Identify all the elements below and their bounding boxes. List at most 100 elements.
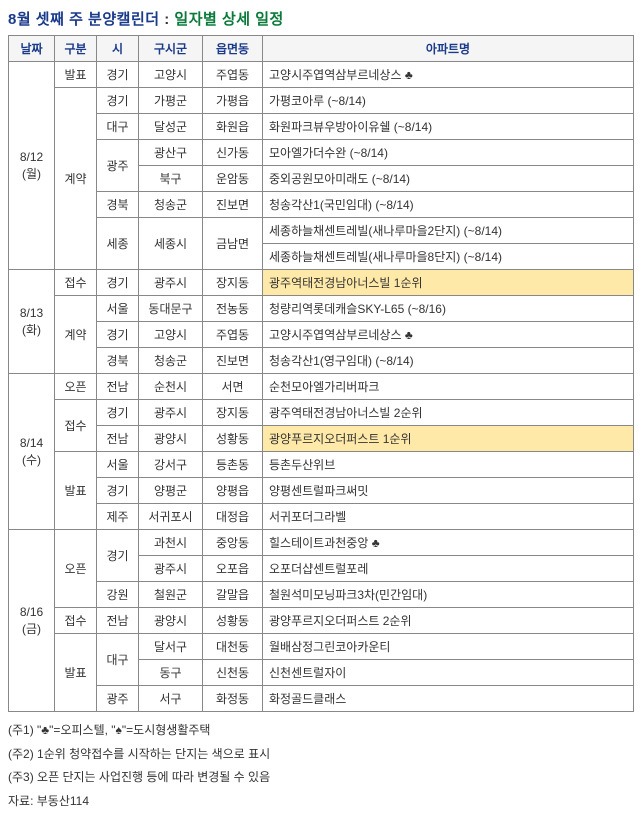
- cell-apartment: 광양푸르지오더퍼스트 2순위: [263, 608, 634, 634]
- table-row: 발표서울강서구등촌동등촌두산위브: [9, 452, 634, 478]
- cell-apartment: 세종하늘채센트레빌(새나루마을8단지) (~8/14): [263, 244, 634, 270]
- note-1: (주1) "♣"=오피스텔, "♠"=도시형생활주택: [8, 720, 634, 742]
- th-dong: 읍면동: [203, 36, 263, 62]
- table-row: 8/14(수)오픈전남순천시서면순천모아엘가리버파크: [9, 374, 634, 400]
- cell-apartment: 화정골드클래스: [263, 686, 634, 712]
- cell-city: 고양시: [139, 62, 203, 88]
- cell-apartment: 오포더샵센트럴포레: [263, 556, 634, 582]
- cell-dong: 양평읍: [203, 478, 263, 504]
- table-row: 8/16(금)오픈경기과천시중앙동힐스테이트과천중앙 ♣: [9, 530, 634, 556]
- cell-apartment: 청량리역롯데캐슬SKY-L65 (~8/16): [263, 296, 634, 322]
- note-source: 자료: 부동산114: [8, 791, 634, 813]
- cell-dong: 가평읍: [203, 88, 263, 114]
- table-row: 발표대구달서구대천동월배삼정그린코아카운티: [9, 634, 634, 660]
- cell-dong: 화정동: [203, 686, 263, 712]
- cell-category: 발표: [55, 634, 97, 712]
- cell-province: 경북: [97, 192, 139, 218]
- cell-dong: 장지동: [203, 400, 263, 426]
- table-row: 접수경기광주시장지동광주역태전경남아너스빌 2순위: [9, 400, 634, 426]
- cell-apartment: 월배삼정그린코아카운티: [263, 634, 634, 660]
- schedule-table: 날짜 구분 시 구시군 읍면동 아파트명 8/12(월)발표경기고양시주엽동고양…: [8, 35, 634, 712]
- table-row: 세종세종시금남면세종하늘채센트레빌(새나루마을2단지) (~8/14): [9, 218, 634, 244]
- cell-dong: 진보면: [203, 348, 263, 374]
- th-day: 날짜: [9, 36, 55, 62]
- table-body: 8/12(월)발표경기고양시주엽동고양시주엽역삼부르네상스 ♣계약경기가평군가평…: [9, 62, 634, 712]
- cell-day: 8/12(월): [9, 62, 55, 270]
- cell-category: 오픈: [55, 374, 97, 400]
- cell-city: 과천시: [139, 530, 203, 556]
- title-part2: 일자별 상세 일정: [174, 11, 283, 28]
- cell-apartment: 순천모아엘가리버파크: [263, 374, 634, 400]
- table-row: 경기고양시주엽동고양시주엽역삼부르네상스 ♣: [9, 322, 634, 348]
- cell-city: 가평군: [139, 88, 203, 114]
- cell-apartment: 청송각산1(국민임대) (~8/14): [263, 192, 634, 218]
- cell-day: 8/14(수): [9, 374, 55, 530]
- cell-city: 세종시: [139, 218, 203, 270]
- note-3: (주3) 오픈 단지는 사업진행 등에 따라 변경될 수 있음: [8, 767, 634, 789]
- cell-apartment: 서귀포더그라벨: [263, 504, 634, 530]
- cell-province: 경기: [97, 530, 139, 582]
- cell-apartment: 청송각산1(영구임대) (~8/14): [263, 348, 634, 374]
- cell-category: 접수: [55, 270, 97, 296]
- cell-apartment: 광양푸르지오더퍼스트 1순위: [263, 426, 634, 452]
- cell-city: 광양시: [139, 426, 203, 452]
- cell-dong: 중앙동: [203, 530, 263, 556]
- cell-city: 철원군: [139, 582, 203, 608]
- cell-province: 경북: [97, 348, 139, 374]
- cell-apartment: 광주역태전경남아너스빌 1순위: [263, 270, 634, 296]
- cell-category: 계약: [55, 296, 97, 374]
- cell-apartment: 고양시주엽역삼부르네상스 ♣: [263, 322, 634, 348]
- cell-apartment: 철원석미모닝파크3차(민간임대): [263, 582, 634, 608]
- table-row: 제주서귀포시대정읍서귀포더그라벨: [9, 504, 634, 530]
- cell-dong: 성황동: [203, 426, 263, 452]
- cell-dong: 서면: [203, 374, 263, 400]
- cell-category: 계약: [55, 88, 97, 270]
- cell-dong: 장지동: [203, 270, 263, 296]
- table-row: 8/13(화)접수경기광주시장지동광주역태전경남아너스빌 1순위: [9, 270, 634, 296]
- cell-dong: 오포읍: [203, 556, 263, 582]
- table-row: 계약경기가평군가평읍가평코아루 (~8/14): [9, 88, 634, 114]
- footnotes: (주1) "♣"=오피스텔, "♠"=도시형생활주택 (주2) 1순위 청약접수…: [8, 720, 634, 812]
- cell-apartment: 가평코아루 (~8/14): [263, 88, 634, 114]
- cell-dong: 등촌동: [203, 452, 263, 478]
- cell-city: 달성군: [139, 114, 203, 140]
- cell-apartment: 신천센트럴자이: [263, 660, 634, 686]
- cell-dong: 갈말읍: [203, 582, 263, 608]
- th-apt: 아파트명: [263, 36, 634, 62]
- cell-dong: 주엽동: [203, 322, 263, 348]
- cell-province: 서울: [97, 296, 139, 322]
- table-row: 8/12(월)발표경기고양시주엽동고양시주엽역삼부르네상스 ♣: [9, 62, 634, 88]
- cell-province: 경기: [97, 88, 139, 114]
- cell-city: 광양시: [139, 608, 203, 634]
- cell-dong: 금남면: [203, 218, 263, 270]
- table-row: 경기양평군양평읍양평센트럴파크써밋: [9, 478, 634, 504]
- cell-apartment: 광주역태전경남아너스빌 2순위: [263, 400, 634, 426]
- cell-city: 청송군: [139, 348, 203, 374]
- cell-apartment: 등촌두산위브: [263, 452, 634, 478]
- cell-province: 강원: [97, 582, 139, 608]
- cell-apartment: 양평센트럴파크써밋: [263, 478, 634, 504]
- cell-city: 동대문구: [139, 296, 203, 322]
- cell-city: 순천시: [139, 374, 203, 400]
- cell-province: 서울: [97, 452, 139, 478]
- cell-category: 접수: [55, 608, 97, 634]
- th-city: 구시군: [139, 36, 203, 62]
- table-row: 전남광양시성황동광양푸르지오더퍼스트 1순위: [9, 426, 634, 452]
- cell-apartment: 세종하늘채센트레빌(새나루마을2단지) (~8/14): [263, 218, 634, 244]
- cell-province: 광주: [97, 686, 139, 712]
- table-row: 접수전남광양시성황동광양푸르지오더퍼스트 2순위: [9, 608, 634, 634]
- cell-city: 서귀포시: [139, 504, 203, 530]
- cell-apartment: 중외공원모아미래도 (~8/14): [263, 166, 634, 192]
- cell-city: 청송군: [139, 192, 203, 218]
- cell-province: 대구: [97, 114, 139, 140]
- cell-category: 발표: [55, 452, 97, 530]
- cell-dong: 신가동: [203, 140, 263, 166]
- cell-dong: 주엽동: [203, 62, 263, 88]
- cell-province: 경기: [97, 400, 139, 426]
- cell-dong: 전농동: [203, 296, 263, 322]
- cell-province: 경기: [97, 478, 139, 504]
- cell-province: 대구: [97, 634, 139, 686]
- cell-apartment: 고양시주엽역삼부르네상스 ♣: [263, 62, 634, 88]
- cell-city: 동구: [139, 660, 203, 686]
- cell-province: 경기: [97, 62, 139, 88]
